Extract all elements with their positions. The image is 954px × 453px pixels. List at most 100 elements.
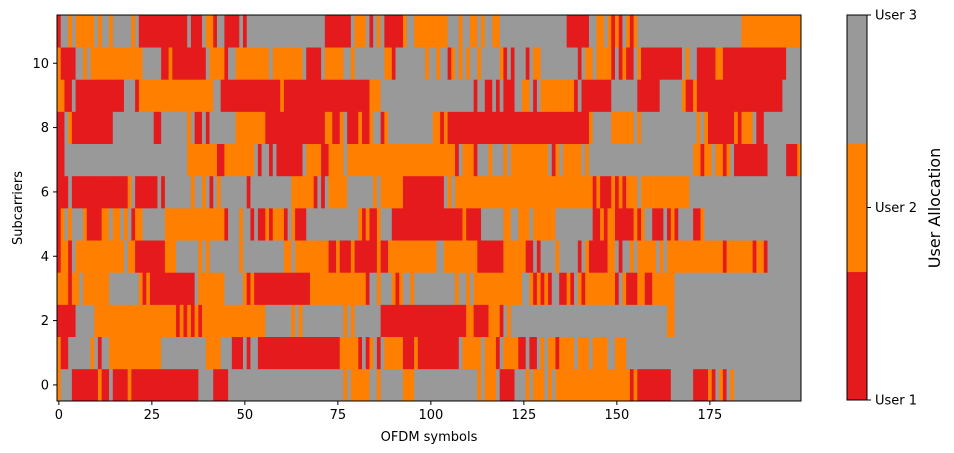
allocation-cell [708,111,735,145]
allocation-cell [224,47,229,80]
allocation-cell [443,240,478,273]
allocation-cell [339,143,344,177]
y-tick-label: 0 [41,378,49,393]
allocation-cell [306,208,359,241]
allocation-cell [64,143,99,177]
allocation-cell [112,368,129,402]
allocation-cell [767,143,787,177]
allocation-cell [722,47,787,80]
allocation-cell [421,336,460,370]
allocation-cell [529,79,534,112]
allocation-cell [380,304,396,338]
allocation-cell [533,47,541,80]
allocation-cell [127,175,132,209]
allocation-cell [362,111,370,145]
allocation-cell [611,336,616,370]
allocation-cell [417,336,422,370]
allocation-cell [246,208,251,241]
allocation-cell [734,111,739,145]
allocation-cell [704,208,713,241]
allocation-cell [265,175,292,209]
allocation-cell [60,208,65,241]
allocation-cell [514,47,527,80]
allocation-cell [224,15,240,48]
allocation-cell [269,47,274,80]
allocation-cell [161,111,188,145]
allocation-cell [711,208,801,241]
allocation-cell [693,208,701,241]
allocation-cell [615,15,620,48]
allocation-cell [607,208,616,241]
allocation-cell [138,208,143,241]
allocation-cell [198,304,203,338]
allocation-cell [734,143,768,177]
allocation-cell [566,15,590,48]
allocation-cell [269,208,274,241]
allocation-cell [499,336,504,370]
allocation-cell [458,47,463,80]
allocation-cell [633,111,638,145]
allocation-cell [376,175,381,209]
colorbar-label: User Allocation [925,148,944,268]
allocation-cell [544,336,549,370]
allocation-cell [529,47,534,80]
allocation-cell [250,272,255,305]
allocation-cell [135,79,140,112]
allocation-cell [618,175,623,209]
allocation-cell [228,47,233,80]
allocation-cell [190,111,195,145]
allocation-cell [194,272,199,305]
allocation-cell [71,15,76,48]
allocation-cell [123,240,129,273]
allocation-cell [615,47,620,80]
allocation-cell [57,15,62,48]
allocation-cell [786,143,798,177]
x-tick-label: 125 [511,408,536,423]
allocation-cell [440,111,445,145]
allocation-cell [596,15,605,48]
allocation-cell [447,175,452,209]
allocation-cell [131,175,136,209]
allocation-cell [283,143,303,177]
allocation-cell [339,272,367,305]
allocation-cell [224,208,229,241]
allocation-cell [57,208,62,241]
allocation-cell [198,368,214,402]
allocation-cell [202,111,207,145]
allocation-cell [302,304,307,338]
allocation-cell [451,111,590,145]
allocation-cell [670,272,675,305]
allocation-cell [473,272,478,305]
allocation-cell [693,111,698,145]
allocation-cell [112,336,162,370]
allocation-cell [57,143,65,177]
allocation-cell [146,47,162,80]
allocation-cell [462,208,467,241]
allocation-cell [101,15,110,48]
allocation-cell [205,15,210,48]
allocation-cell [123,208,129,241]
allocation-cell [216,15,225,48]
allocation-cell [358,208,363,241]
allocation-cell [417,272,456,305]
colorbar [846,14,868,401]
allocation-cell [402,368,415,402]
allocation-cell [767,240,801,273]
allocation-cell [525,208,530,241]
allocation-cell [458,336,463,370]
allocation-cell [254,143,259,177]
allocation-cell [626,47,634,80]
allocation-cell [618,15,623,48]
allocation-cell [295,304,300,338]
allocation-cell [600,208,605,241]
allocation-cell [109,143,125,177]
allocation-cell [559,240,579,273]
allocation-cell [615,336,620,370]
allocation-cell [555,336,560,370]
allocation-cell [466,272,471,305]
allocation-cell [719,368,724,402]
allocation-cell [112,111,155,145]
allocation-cell [213,175,218,209]
allocation-cell [711,368,716,402]
allocation-cell [71,175,84,209]
